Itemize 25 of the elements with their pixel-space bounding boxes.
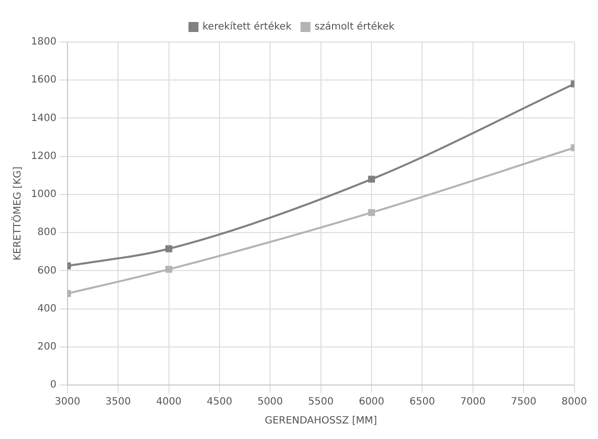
y-tick-label: 0 — [50, 380, 56, 391]
x-tick-label: 5000 — [257, 396, 283, 408]
y-axis-title: KERETTÖMEG [KG] — [10, 166, 24, 261]
x-tick-label: 7000 — [460, 396, 486, 408]
y-tick-label: 800 — [37, 227, 56, 238]
legend-label: számolt értékek — [314, 22, 395, 33]
x-tick-label: 3500 — [105, 396, 131, 408]
x-tick-label: 6000 — [358, 396, 384, 408]
y-tick-label: 200 — [37, 341, 56, 352]
y-tick-label: 1200 — [30, 150, 56, 162]
x-tick-label: 6500 — [410, 396, 435, 408]
x-tick-label: 7500 — [510, 396, 536, 408]
y-tick-label: 400 — [37, 303, 56, 314]
y-tick-label: 600 — [37, 265, 56, 276]
x-tick-label: 8000 — [562, 396, 587, 408]
y-tick-label: 1000 — [30, 189, 56, 200]
legend-label: kerekített értékek — [202, 22, 292, 33]
x-tick-label: 3000 — [54, 396, 80, 408]
x-tick-label: 4500 — [206, 396, 232, 408]
x-tick-label: 4000 — [156, 396, 182, 408]
y-tick-label: 1400 — [30, 112, 56, 124]
x-axis-title: GERENDAHOSSZ [MM] — [264, 416, 378, 427]
y-tick-label: 1600 — [30, 74, 56, 86]
y-tick-label: 1800 — [30, 36, 56, 48]
x-tick-label: 5500 — [308, 396, 334, 408]
